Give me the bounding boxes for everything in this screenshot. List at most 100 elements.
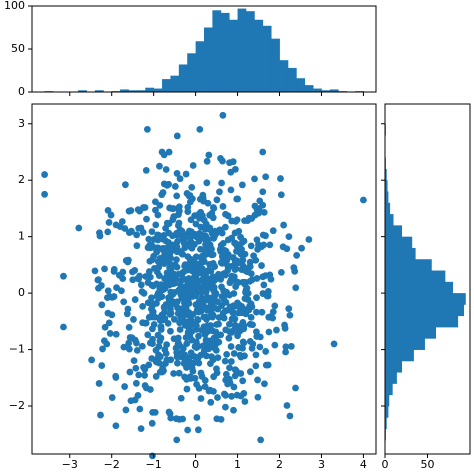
histogram-bar — [385, 304, 465, 317]
scatter-point — [138, 288, 146, 296]
scatter-point — [131, 267, 139, 274]
scatter-point — [330, 340, 338, 348]
scatter-point — [253, 308, 260, 316]
scatter-point — [149, 282, 157, 290]
scatter-point — [203, 157, 211, 165]
scatter-point — [105, 319, 113, 327]
scatter-point — [283, 245, 291, 253]
scatter-point — [133, 242, 141, 250]
scatter-point — [174, 334, 182, 342]
scatter-point — [142, 166, 150, 174]
scatter-point — [211, 292, 219, 300]
scatter-point — [149, 340, 156, 348]
scatter-point — [247, 313, 255, 321]
scatter-point — [298, 244, 305, 252]
scatter-point — [257, 436, 265, 444]
scatter-point — [171, 183, 179, 190]
scatter-point — [207, 360, 214, 368]
scatter-point — [166, 264, 174, 271]
scatter-point — [152, 206, 159, 214]
scatter-point — [167, 327, 174, 335]
histogram-bar — [313, 88, 322, 92]
scatter-point — [282, 343, 290, 351]
scatter-point — [136, 405, 144, 413]
scatter-point — [222, 403, 229, 411]
histogram-bar — [385, 394, 390, 407]
scatter-point — [204, 275, 211, 283]
scatter-point — [232, 367, 240, 375]
scatter-point — [126, 345, 133, 353]
scatter-point — [196, 214, 203, 222]
scatter-point — [246, 277, 254, 285]
histogram-bar — [128, 90, 138, 92]
histogram-bar — [296, 78, 306, 92]
scatter-point — [188, 183, 196, 191]
y-tick-label: 0 — [18, 85, 25, 98]
scatter-point — [171, 270, 179, 278]
scatter-point — [193, 380, 200, 388]
scatter-point — [207, 299, 215, 306]
scatter-point — [223, 350, 231, 358]
scatter-point — [261, 380, 268, 388]
histogram-bar — [385, 293, 466, 305]
y-tick-label: −1 — [9, 343, 25, 356]
scatter-point — [189, 162, 197, 169]
scatter-point — [246, 263, 254, 270]
scatter-point — [161, 308, 168, 316]
scatter-point — [228, 392, 236, 400]
histogram-bar — [204, 27, 213, 92]
histogram-bar — [385, 417, 387, 429]
scatter-point — [118, 287, 125, 295]
scatter-point — [160, 316, 167, 324]
scatter-point — [186, 243, 194, 250]
scatter-point — [200, 347, 208, 354]
scatter-point — [148, 419, 156, 427]
scatter-point — [165, 408, 173, 416]
scatter-point — [177, 277, 185, 285]
scatter-point — [208, 209, 216, 217]
histogram-bar — [385, 360, 402, 373]
scatter-point — [137, 425, 145, 432]
scatter-point — [75, 224, 83, 232]
scatter-point — [142, 319, 150, 327]
scatter-point — [202, 232, 210, 240]
x-tick-label: 0 — [382, 458, 389, 471]
scatter-point — [112, 221, 120, 229]
scatter-point — [218, 229, 226, 237]
scatter-point — [155, 272, 163, 280]
scatter-point — [103, 340, 111, 348]
scatter-point — [225, 320, 233, 328]
scatter-point — [98, 362, 106, 369]
scatter-point — [166, 310, 174, 318]
scatter-point — [181, 244, 189, 252]
histogram-bar — [162, 79, 171, 92]
scatter-point — [197, 369, 205, 377]
scatter-point — [167, 299, 175, 307]
histogram-bar — [78, 90, 87, 92]
scatter-point — [229, 158, 237, 166]
scatter-point — [196, 260, 204, 267]
scatter-point — [201, 246, 209, 254]
scatter-point — [202, 352, 210, 360]
scatter-point — [230, 273, 238, 281]
histogram-bar — [385, 214, 394, 226]
scatter-point — [269, 308, 277, 316]
scatter-point — [250, 252, 257, 260]
scatter-point — [175, 369, 183, 377]
scatter-point — [108, 394, 116, 401]
scatter-point — [271, 302, 279, 310]
scatter-point — [200, 313, 208, 321]
scatter-point — [182, 334, 190, 341]
scatter-point — [258, 262, 265, 269]
histogram-bar — [385, 326, 436, 339]
y-tick-label: 3 — [18, 117, 25, 130]
scatter-point — [159, 364, 167, 372]
scatter-point — [201, 376, 209, 384]
scatter-point — [197, 223, 205, 231]
scatter-point — [222, 298, 230, 306]
scatter-point — [256, 197, 264, 205]
scatter-point — [239, 377, 247, 385]
scatter-point — [252, 328, 260, 336]
x-tick-label: 2 — [276, 458, 283, 471]
histogram-bar — [220, 12, 230, 93]
